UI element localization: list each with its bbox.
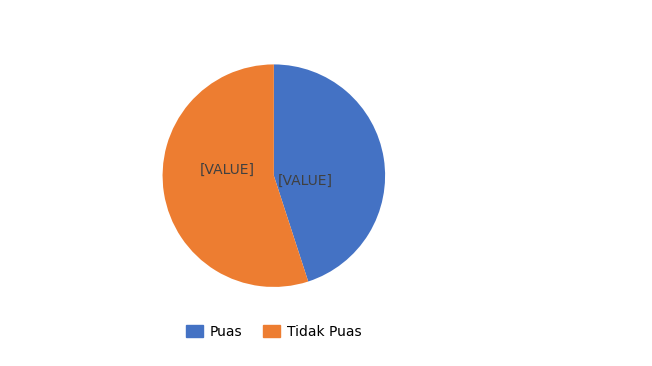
Wedge shape bbox=[274, 64, 385, 281]
Legend: Puas, Tidak Puas: Puas, Tidak Puas bbox=[181, 319, 367, 344]
Wedge shape bbox=[162, 64, 308, 287]
Text: [VALUE]: [VALUE] bbox=[278, 174, 333, 188]
Text: [VALUE]: [VALUE] bbox=[200, 163, 255, 177]
